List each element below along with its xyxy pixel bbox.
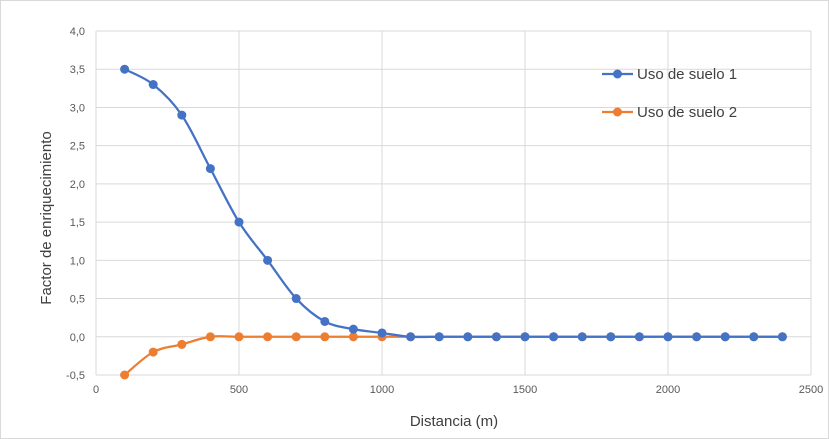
data-point-series-1 (377, 328, 387, 338)
data-point-series-2 (120, 370, 130, 380)
x-axis-title: Distancia (m) (410, 413, 498, 430)
data-point-series-1 (291, 294, 301, 304)
data-point-series-2 (263, 332, 273, 342)
data-point-series-2 (177, 339, 187, 349)
data-point-series-1 (120, 64, 130, 74)
data-point-series-1 (177, 110, 187, 120)
x-tick-label: 2500 (799, 384, 823, 396)
data-point-series-1 (692, 332, 702, 342)
data-point-series-1 (434, 332, 444, 342)
data-point-series-1 (749, 332, 759, 342)
data-point-series-2 (205, 332, 215, 342)
y-tick-label: 2,0 (70, 179, 85, 191)
x-tick-label: 1000 (370, 384, 394, 396)
data-point-series-1 (148, 80, 158, 90)
x-tick-label: 500 (230, 384, 248, 396)
data-point-series-1 (348, 324, 358, 334)
data-point-series-1 (663, 332, 673, 342)
grid-lines (95, 30, 812, 376)
legend-label: Uso de suelo 1 (637, 66, 737, 83)
data-point-series-1 (549, 332, 559, 342)
y-tick-label: 2,5 (70, 141, 85, 153)
y-tick-label: 3,5 (70, 64, 85, 76)
legend-swatch-marker (613, 107, 622, 117)
legend-swatch-marker (613, 69, 622, 79)
x-tick-label: 0 (93, 384, 99, 396)
data-point-series-1 (520, 332, 530, 342)
y-tick-label: 3,0 (70, 102, 85, 114)
data-point-series-2 (348, 332, 358, 342)
data-point-series-1 (263, 255, 273, 265)
y-tick-label: 0,0 (70, 332, 85, 344)
legend-label: Uso de suelo 2 (637, 104, 737, 121)
y-tick-label: 0,5 (70, 294, 85, 306)
series-points (120, 64, 787, 380)
data-point-series-2 (320, 332, 330, 342)
y-tick-label: -0,5 (66, 370, 85, 382)
x-tick-label: 1500 (513, 384, 537, 396)
data-point-series-1 (463, 332, 473, 342)
tick-labels: -0,5 0,0 0,5 1,0 1,5 2,0 2,5 3,0 3,5 4,0 0 500 1000 1… (66, 26, 823, 396)
data-point-series-1 (491, 332, 501, 342)
data-point-series-1 (720, 332, 730, 342)
data-point-series-1 (606, 332, 616, 342)
data-point-series-2 (148, 347, 158, 357)
y-tick-label: 1,0 (70, 255, 85, 267)
data-point-series-1 (205, 164, 215, 174)
data-point-series-2 (234, 332, 244, 342)
x-tick-label: 2000 (656, 384, 680, 396)
data-point-series-1 (406, 332, 416, 342)
y-axis-title: Factor de enriquecimiento (38, 131, 55, 304)
data-point-series-1 (577, 332, 587, 342)
y-tick-label: 1,5 (70, 217, 85, 229)
data-point-series-1 (634, 332, 644, 342)
data-point-series-1 (777, 332, 787, 342)
series-line-2 (123, 335, 784, 377)
y-tick-label: 4,0 (70, 26, 85, 38)
data-point-series-2 (291, 332, 301, 342)
data-point-series-1 (320, 316, 330, 326)
data-point-series-1 (234, 217, 244, 227)
legend: Uso de suelo 1 Uso de suelo 2 (602, 66, 737, 121)
